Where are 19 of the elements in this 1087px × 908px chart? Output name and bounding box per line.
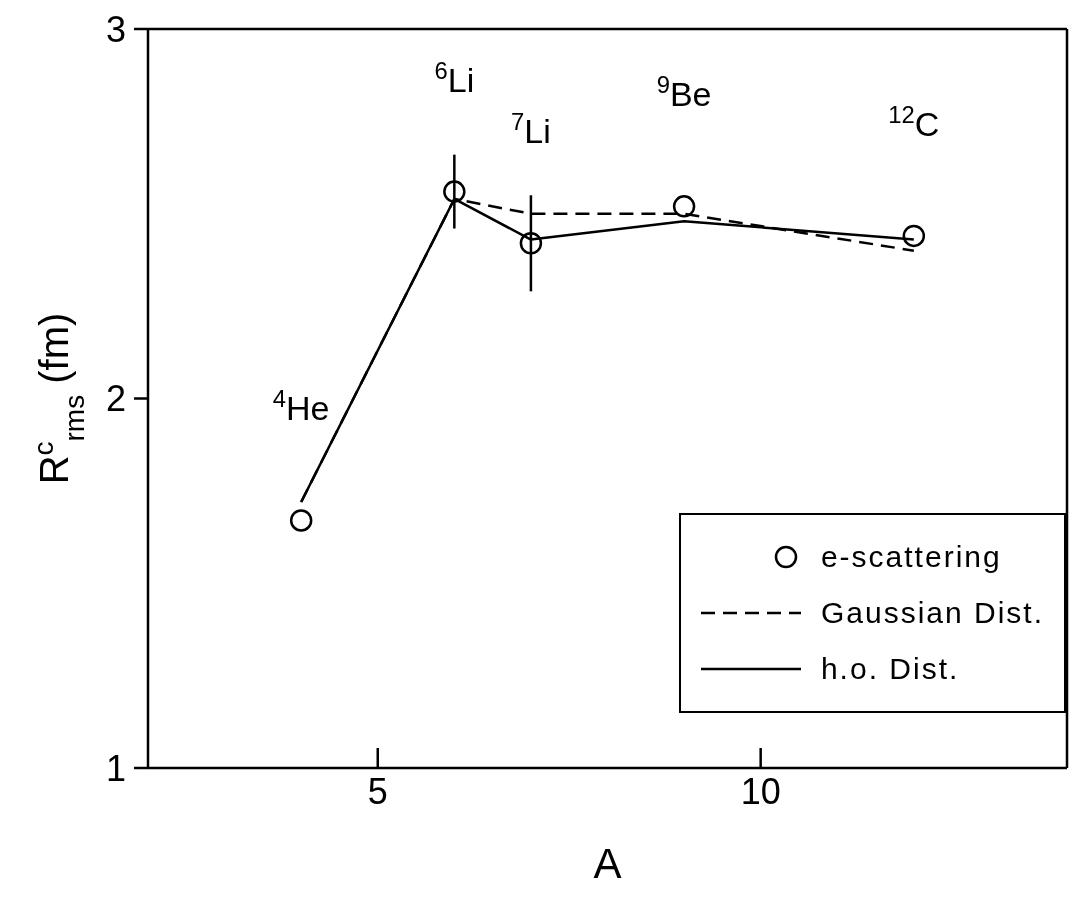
point [902, 224, 926, 248]
x-axis-title: A [593, 840, 622, 887]
annotation: $^{9}$Be [656, 70, 712, 114]
annotation: $^{4}$He [272, 384, 330, 428]
x-tick-label: 5 [367, 770, 388, 812]
legend-label: e-scattering [820, 540, 1002, 574]
annotation: $^{6}$Li [434, 56, 475, 99]
point [443, 180, 466, 203]
legend-label: Gaussian Dist. [820, 596, 1044, 630]
x-tick-label: 10 [740, 770, 781, 812]
annotation: $^{12}$C [888, 100, 940, 143]
annotation: $^{7}$Li [511, 107, 551, 151]
legend-label: h.o. Dist. [820, 652, 960, 686]
point [289, 509, 313, 532]
point [672, 195, 696, 218]
y-tick-label: 1 [105, 747, 126, 789]
point [519, 232, 543, 255]
y-tick-label: 2 [105, 378, 126, 420]
y-tick-label: 3 [105, 8, 126, 50]
